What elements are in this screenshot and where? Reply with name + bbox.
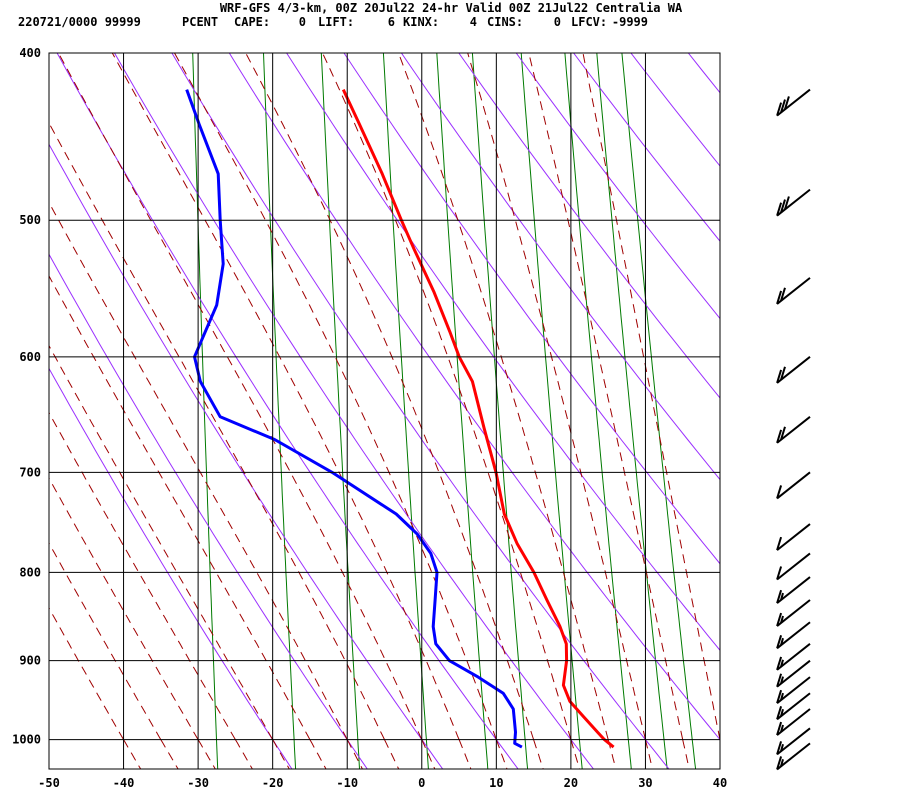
moist-adiabat-line [496, 740, 509, 777]
dry-adiabat-line [489, 15, 900, 777]
wind-barb-staff [777, 472, 810, 498]
stability-index: KINX: 4 [403, 15, 477, 29]
wind-barb-column [777, 90, 810, 770]
stability-index: LIFT: 6 [318, 15, 395, 29]
wind-barb [777, 600, 810, 626]
moist-adiabat-line [0, 15, 347, 740]
y-tick-label: 1000 [12, 733, 41, 747]
stability-index: CINS: 0 [487, 15, 561, 29]
mixing-ratio-line [470, 15, 529, 777]
dry-adiabat-line [0, 15, 297, 777]
moist-adiabat-line [273, 740, 294, 777]
moist-adiabat-line [304, 15, 571, 740]
moist-adiabat-line [0, 15, 385, 740]
moist-adiabat-line [534, 740, 546, 777]
x-tick-label: 30 [638, 776, 652, 790]
chart-title-line: WRF-GFS 4/3-km, 00Z 20Jul22 24-hr Valid … [220, 1, 683, 15]
index-value: 0 [554, 15, 561, 29]
wind-barb [777, 553, 810, 579]
y-tick-label: 500 [19, 213, 41, 227]
moist-adiabat-line [347, 740, 366, 777]
moist-adiabat-line [720, 740, 727, 777]
dry-adiabat-line [319, 15, 900, 777]
mixing-ratio-line [262, 15, 296, 777]
index-value: -9999 [612, 15, 648, 29]
x-tick-label: -50 [38, 776, 60, 790]
moist-adiabat-line [422, 740, 438, 777]
moist-adiabat-line [0, 15, 124, 740]
dewpoint-profile-line [187, 90, 522, 748]
wind-barb [777, 278, 810, 304]
moist-adiabat-line [225, 15, 533, 740]
wind-barb [777, 190, 810, 216]
wind-barb [777, 472, 810, 498]
y-tick-label: 700 [19, 465, 41, 479]
x-tick-label: -30 [187, 776, 209, 790]
y-tick-label: 400 [19, 46, 41, 60]
stability-indices: CAPE: 0 LIFT: 6 KINX: 4 CINS: 0 LFCV: -9999 [234, 15, 648, 29]
mixing-ratio-line [192, 15, 218, 777]
moist-adiabat-line [0, 15, 198, 740]
index-value: 4 [470, 15, 477, 29]
x-tick-label: 20 [564, 776, 578, 790]
moist-adiabat-line [683, 740, 691, 777]
moist-adiabat-line [575, 15, 720, 740]
index-label: LIFT: [318, 15, 354, 29]
x-tick-label: 10 [489, 776, 503, 790]
y-tick-label: 900 [19, 654, 41, 668]
moist-adiabat-line [38, 15, 422, 740]
plot-frame [49, 53, 720, 769]
x-tick-label: 0 [418, 776, 425, 790]
x-tick-label: 40 [713, 776, 727, 790]
dry-adiabat-line [602, 15, 900, 777]
x-tick-label: -40 [113, 776, 135, 790]
dry-adiabat-line [149, 15, 675, 777]
dry-adiabat-line [771, 15, 900, 777]
station-id: 220721/0000 99999 [18, 15, 141, 29]
y-tick-label: 800 [19, 565, 41, 579]
wind-barb [777, 417, 810, 443]
moist-adiabat-line [0, 15, 273, 740]
wind-barb-staff [777, 553, 810, 579]
x-tick-label: -20 [262, 776, 284, 790]
dry-adiabat-line [0, 15, 372, 777]
wind-barb [777, 622, 810, 648]
moist-adiabat-line [235, 740, 256, 777]
plot-area [0, 15, 900, 777]
wind-barb-staff [777, 524, 810, 550]
index-value: 6 [388, 15, 395, 29]
wind-barb [777, 644, 810, 670]
wind-barb [777, 90, 810, 116]
moist-adiabat-line [310, 740, 330, 777]
dry-adiabat-line [93, 15, 599, 777]
stability-index: CAPE: 0 [234, 15, 306, 29]
wind-barb [777, 524, 810, 550]
stability-index: LFCV: -9999 [571, 15, 648, 29]
moist-adiabat-line [385, 740, 403, 777]
moist-adiabat-line [519, 15, 682, 740]
background-lines [0, 15, 900, 777]
wind-barb [777, 357, 810, 383]
moist-adiabat-line [161, 740, 183, 777]
index-label: LFCV: [571, 15, 607, 29]
moist-adiabat-line [0, 15, 161, 740]
x-tick-label: -10 [336, 776, 358, 790]
index-label: CAPE: [234, 15, 270, 29]
mixing-ratio-line [518, 15, 583, 777]
index-label: KINX: [403, 15, 439, 29]
wind-barb [777, 577, 810, 603]
moist-adiabat-line [459, 740, 474, 777]
dry-adiabat-line [0, 15, 448, 777]
y-tick-label: 600 [19, 350, 41, 364]
index-label: CINS: [487, 15, 523, 29]
moist-adiabat-line [124, 740, 145, 777]
station-name: PCENT [182, 15, 218, 29]
index-value: 0 [299, 15, 306, 29]
